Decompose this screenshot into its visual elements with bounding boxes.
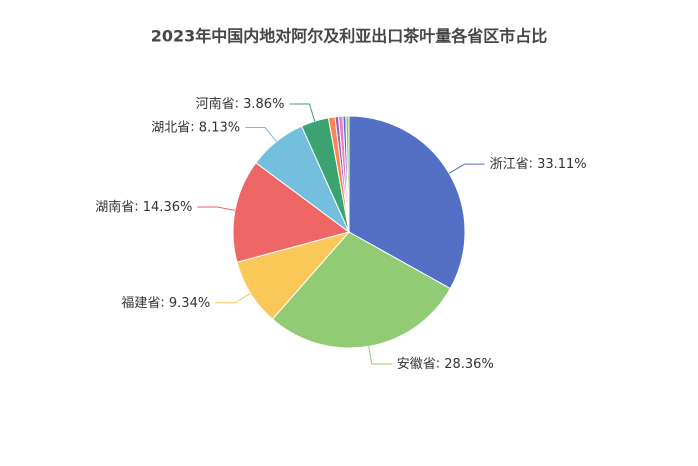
slice-value: 8.13%: [199, 120, 240, 135]
slice-label: 福建省: 9.34%: [121, 295, 210, 310]
slice-value: 14.36%: [143, 199, 193, 214]
slice-label: 安徽省: 28.36%: [397, 357, 494, 372]
pie-slice: [232, 162, 351, 263]
label-line: [215, 292, 251, 304]
slice-name: 浙江省: [490, 157, 529, 172]
pie-slice: [348, 115, 466, 290]
label-line: [289, 103, 316, 122]
slice-name: 湖南省: [95, 198, 134, 214]
chart-title: 2023年中国内地对阿尔及利亚出口茶叶量各省区市占比: [151, 27, 548, 46]
slice-value: 3.86%: [243, 96, 284, 111]
slice-label: 湖北省: 8.13%: [151, 120, 240, 135]
label-line: [368, 346, 392, 365]
slice-value: 33.11%: [537, 157, 587, 172]
label-line: [245, 127, 277, 142]
slice-label: 湖南省: 14.36%: [95, 198, 192, 214]
slice-label: 河南省: 3.86%: [196, 95, 285, 111]
slice-label: 浙江省: 33.11%: [490, 157, 587, 172]
pie-slice: [271, 231, 451, 349]
label-line: [448, 163, 485, 174]
slice-value: 28.36%: [444, 357, 494, 372]
slice-name: 河南省: [196, 95, 235, 111]
slice-name: 安徽省: [397, 357, 436, 372]
slice-value: 9.34%: [169, 295, 210, 310]
label-line: [197, 206, 236, 211]
pie-slice: [345, 115, 350, 233]
slice-name: 湖北省: [151, 120, 190, 135]
slice-name: 福建省: [121, 295, 160, 310]
